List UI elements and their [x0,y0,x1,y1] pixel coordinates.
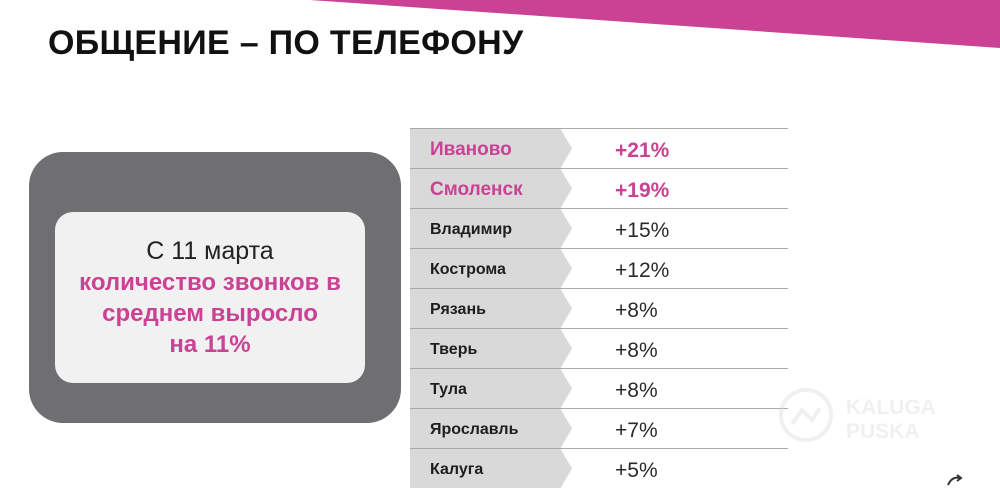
growth-value: +15% [615,219,670,242]
table-row: Тула +8% [410,368,788,408]
table-row: Тверь +8% [410,328,788,368]
summary-highlight-line-3: на 11% [169,330,251,358]
city-name: Ярославль [430,421,519,438]
growth-value: +8% [615,339,658,362]
growth-value: +19% [615,179,670,202]
table-row: Владимир +15% [410,208,788,248]
city-name: Рязань [430,301,486,318]
table-row: Смоленск +19% [410,168,788,208]
city-name: Иваново [430,139,512,160]
corner-arrow-icon [947,474,963,486]
city-label-cell [410,169,572,208]
svg-text:PUSKA: PUSKA [846,420,920,443]
growth-value: +8% [615,299,658,322]
city-label-cell [410,129,572,168]
table-row: Рязань +8% [410,288,788,328]
table-row: Ярославль +7% [410,408,788,448]
page-title: ОБЩЕНИЕ – ПО ТЕЛЕФОНУ [48,24,524,62]
city-growth-table: Иваново +21% Смоленск +19% Владимир +15%… [410,128,788,488]
growth-value: +8% [615,379,658,402]
city-label-cell [410,249,572,288]
growth-value: +5% [615,459,658,482]
city-label-cell [410,329,572,368]
summary-highlight-line-1: количество звонков в [79,268,341,296]
table-row: Кострома +12% [410,248,788,288]
watermark-logo: KALUGA PUSKA [779,388,936,443]
city-label-cell [410,449,572,488]
summary-card: С 11 марта количество звонков в среднем … [29,152,401,423]
summary-highlight-line-2: среднем выросло [102,299,318,327]
table-row: Калуга +5% [410,448,788,488]
city-label-cell [410,289,572,328]
growth-value: +7% [615,419,658,442]
city-name: Кострома [430,261,506,278]
city-name: Калуга [430,461,484,478]
city-label-cell [410,209,572,248]
table-row: Иваново +21% [410,128,788,168]
header-accent-band [310,0,1000,48]
svg-text:KALUGA: KALUGA [846,396,936,419]
city-label-cell [410,409,572,448]
city-name: Тула [430,381,467,398]
growth-value: +12% [615,259,670,282]
city-name: Смоленск [430,179,523,200]
summary-text-box: С 11 марта количество звонков в среднем … [55,212,365,383]
city-name: Владимир [430,221,513,238]
summary-date-line: С 11 марта [146,236,274,265]
city-label-cell [410,369,572,408]
growth-value: +21% [615,139,670,162]
city-name: Тверь [430,341,478,358]
